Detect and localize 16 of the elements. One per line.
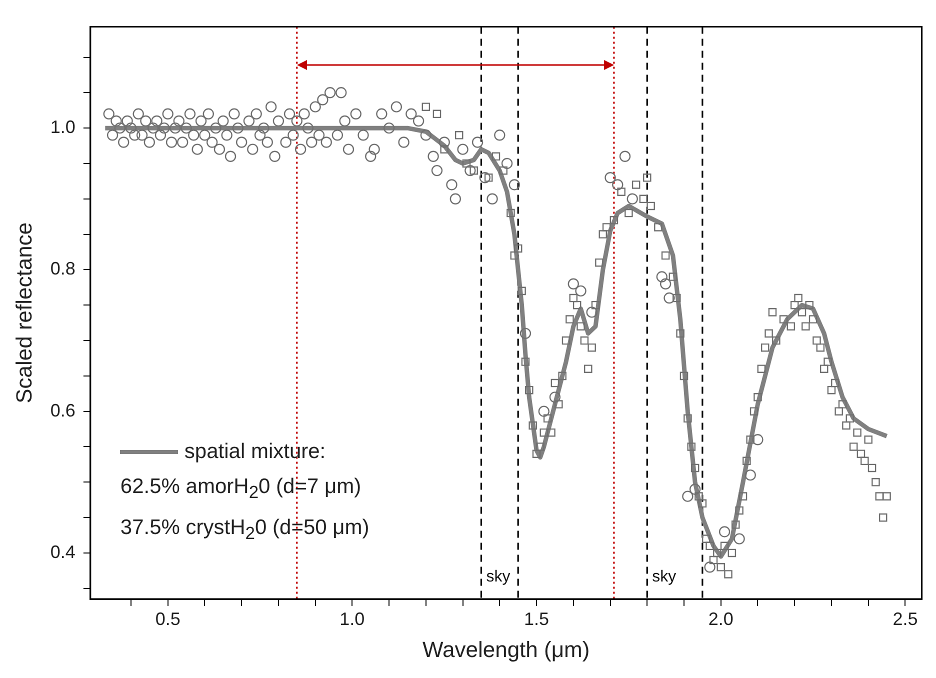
annotation: 62.5% amorH$_{2}$0 (d=7 μm)	[120, 474, 362, 504]
ref-line-label: sky	[652, 568, 676, 586]
x-axis-title: Wavelength (μm)	[422, 636, 590, 662]
ref-line-label: sky	[486, 568, 510, 586]
annotation: 37.5% crystH$_{2}$0 (d=50 μm)	[120, 515, 370, 546]
x-tick-label: 2.5	[892, 608, 918, 629]
y-axis-title: Scaled reflectance	[11, 222, 36, 404]
x-tick-label: 2.0	[708, 608, 734, 629]
legend-label: spatial mixture:	[184, 439, 326, 465]
y-tick-label: 1.0	[50, 117, 76, 138]
x-tick-label: 1.5	[524, 608, 550, 629]
y-tick-label: 0.6	[50, 400, 76, 420]
x-tick-label: 0.5	[155, 608, 180, 629]
x-tick-label: 1.0	[340, 608, 365, 629]
y-tick-label: 0.8	[50, 258, 76, 279]
y-tick-label: 0.4	[50, 542, 76, 562]
